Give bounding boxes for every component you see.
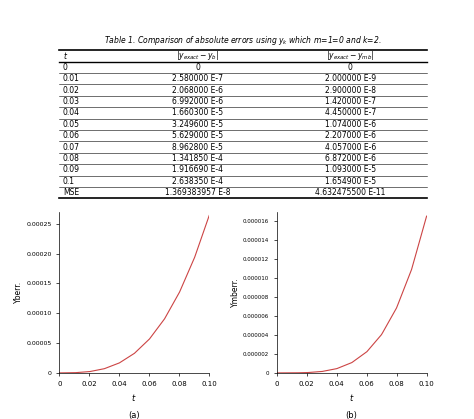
Text: 0.01: 0.01 xyxy=(63,74,80,83)
Text: 0.02: 0.02 xyxy=(63,85,80,95)
Text: 0: 0 xyxy=(63,63,68,72)
Text: 0.05: 0.05 xyxy=(63,120,80,129)
Text: 2.900000 E-8: 2.900000 E-8 xyxy=(325,85,376,95)
X-axis label: $t$: $t$ xyxy=(131,392,137,403)
Text: 1.093000 E-5: 1.093000 E-5 xyxy=(325,166,376,174)
Y-axis label: Yberr.: Yberr. xyxy=(15,281,23,303)
Text: Table 1. Comparison of absolute errors using $y_k$ which m=1=0 and k=2.: Table 1. Comparison of absolute errors u… xyxy=(104,34,382,47)
Text: 2.580000 E-7: 2.580000 E-7 xyxy=(173,74,223,83)
Text: 1.654900 E-5: 1.654900 E-5 xyxy=(325,177,376,186)
Text: 2.638350 E-4: 2.638350 E-4 xyxy=(173,177,223,186)
Text: 0.07: 0.07 xyxy=(63,142,80,152)
Text: 1.074000 E-6: 1.074000 E-6 xyxy=(325,120,376,129)
Text: 4.057000 E-6: 4.057000 E-6 xyxy=(325,142,376,152)
Text: 8.962800 E-5: 8.962800 E-5 xyxy=(173,142,223,152)
Y-axis label: Ymberr.: Ymberr. xyxy=(231,278,240,307)
Text: 3.249600 E-5: 3.249600 E-5 xyxy=(173,120,223,129)
Text: 0.04: 0.04 xyxy=(63,109,80,117)
Text: $|y_{exact} - y_{mb}|$: $|y_{exact} - y_{mb}|$ xyxy=(326,49,374,62)
Text: 2.068000 E-6: 2.068000 E-6 xyxy=(173,85,223,95)
Text: (a): (a) xyxy=(128,411,140,419)
Text: 6.872000 E-6: 6.872000 E-6 xyxy=(325,154,376,163)
Text: 4.450000 E-7: 4.450000 E-7 xyxy=(325,109,376,117)
Text: 1.369383957 E-8: 1.369383957 E-8 xyxy=(165,188,231,197)
Text: 1.660300 E-5: 1.660300 E-5 xyxy=(173,109,223,117)
Text: 2.000000 E-9: 2.000000 E-9 xyxy=(325,74,376,83)
Text: 0: 0 xyxy=(348,63,353,72)
Text: $t$: $t$ xyxy=(63,50,68,62)
Text: MSE: MSE xyxy=(63,188,79,197)
Text: 0.06: 0.06 xyxy=(63,131,80,140)
Text: (b): (b) xyxy=(346,411,357,419)
Text: 6.992000 E-6: 6.992000 E-6 xyxy=(173,97,223,106)
Text: 1.420000 E-7: 1.420000 E-7 xyxy=(325,97,376,106)
Text: 4.632475500 E-11: 4.632475500 E-11 xyxy=(315,188,385,197)
Text: 0: 0 xyxy=(195,63,201,72)
Text: 0.1: 0.1 xyxy=(63,177,75,186)
Text: $|y_{exact} - y_b|$: $|y_{exact} - y_b|$ xyxy=(176,49,219,62)
X-axis label: $t$: $t$ xyxy=(349,392,355,403)
Text: 5.629000 E-5: 5.629000 E-5 xyxy=(173,131,223,140)
Text: 0.08: 0.08 xyxy=(63,154,80,163)
Text: 0.09: 0.09 xyxy=(63,166,80,174)
Text: 0.03: 0.03 xyxy=(63,97,80,106)
Text: 1.916690 E-4: 1.916690 E-4 xyxy=(173,166,223,174)
Text: 1.341850 E-4: 1.341850 E-4 xyxy=(173,154,223,163)
Text: 2.207000 E-6: 2.207000 E-6 xyxy=(325,131,376,140)
